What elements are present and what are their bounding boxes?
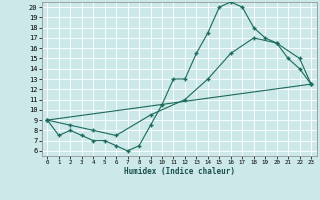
X-axis label: Humidex (Indice chaleur): Humidex (Indice chaleur) xyxy=(124,167,235,176)
